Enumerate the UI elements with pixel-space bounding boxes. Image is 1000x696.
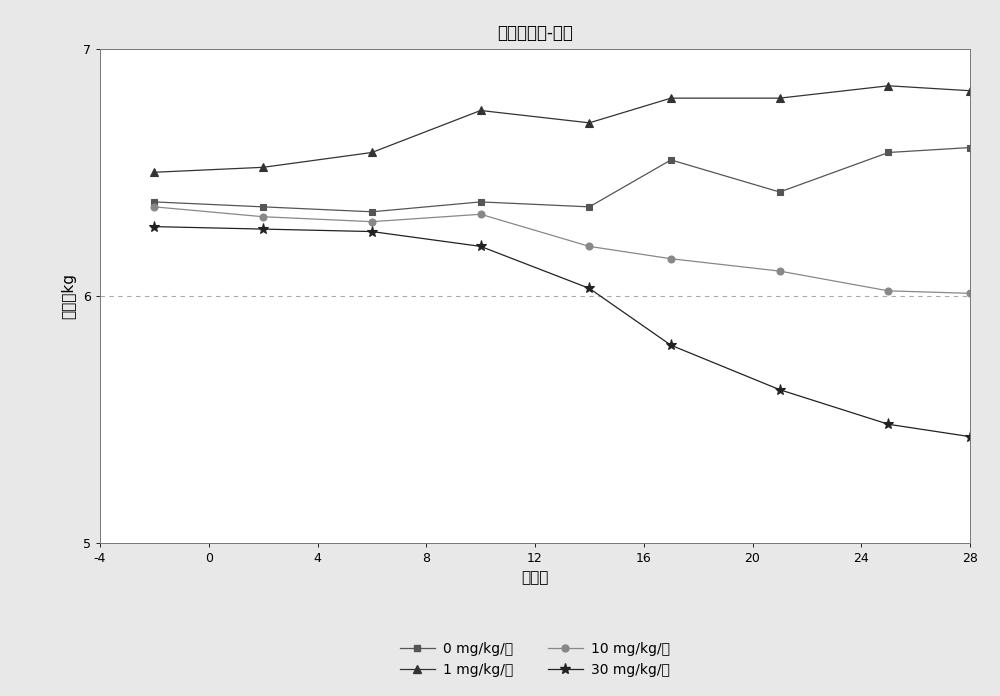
Legend: 0 mg/kg/天, 1 mg/kg/天, 10 mg/kg/天, 30 mg/kg/天: 0 mg/kg/天, 1 mg/kg/天, 10 mg/kg/天, 30 mg/… xyxy=(393,635,677,684)
Title: 平均体重値-雌性: 平均体重値-雌性 xyxy=(497,24,573,42)
Y-axis label: 重量，kg: 重量，kg xyxy=(61,273,76,319)
X-axis label: 研究天: 研究天 xyxy=(521,571,549,585)
